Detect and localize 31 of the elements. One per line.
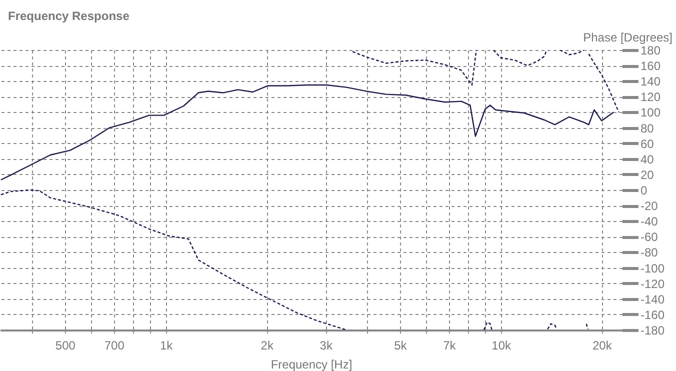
x-tick-label: 5k	[394, 338, 408, 352]
y-tick-label: 100	[640, 106, 661, 120]
y-tick-label: 180	[640, 44, 661, 58]
y-tick-label: -60	[640, 230, 658, 244]
y-tick-label: 60	[640, 136, 654, 151]
x-tick-label: 10k	[492, 338, 512, 352]
x-axis-title: Frequency [Hz]	[270, 358, 352, 371]
x-tick-label: 20k	[592, 338, 613, 352]
x-tick-label: 700	[104, 338, 125, 352]
y-tick-label: 40	[640, 152, 654, 166]
x-tick-label: 3k	[320, 338, 334, 352]
x-tick-label: 7k	[443, 338, 457, 352]
y-tick-label: -180	[640, 324, 665, 338]
y-tick-label: -120	[640, 276, 665, 291]
x-tick-label: 2k	[260, 338, 274, 352]
y-tick-label: -160	[640, 308, 665, 322]
y-tick-label: 120	[640, 90, 661, 104]
y-tick-label: 140	[640, 74, 661, 89]
chart-title: Frequency Response	[8, 9, 130, 23]
y-tick-label: -80	[640, 246, 658, 260]
x-tick-label: 1k	[160, 338, 174, 352]
y-tick-label: -20	[640, 199, 658, 214]
y-tick-label: -140	[640, 292, 665, 306]
y-tick-label: 20	[640, 168, 654, 182]
y-tick-label: 0	[640, 184, 648, 198]
y-tick-label: 160	[640, 59, 661, 74]
y-axis-title: Phase [Degrees]	[583, 30, 672, 44]
y-tick-label: -100	[640, 261, 665, 276]
y-tick-label: -40	[640, 214, 658, 229]
x-tick-label: 500	[55, 338, 76, 352]
y-tick-label: 80	[640, 121, 654, 136]
